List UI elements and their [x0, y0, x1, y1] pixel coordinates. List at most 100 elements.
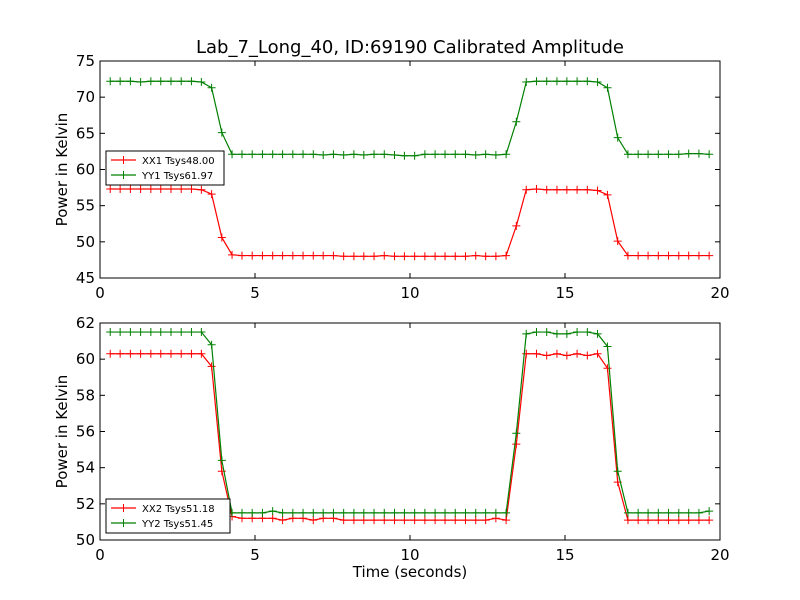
data-point: [329, 150, 338, 159]
data-point: [684, 251, 693, 260]
data-point: [390, 151, 399, 160]
y-tick-label: 50: [76, 233, 95, 251]
y-tick-label: 52: [76, 495, 95, 513]
data-point: [593, 349, 602, 358]
legend-box: [105, 150, 225, 186]
data-point: [674, 516, 683, 525]
data-point: [573, 185, 582, 194]
data-point: [441, 150, 450, 159]
chart-title: Lab_7_Long_40, ID:69190 Calibrated Ampli…: [196, 37, 624, 58]
data-point: [278, 516, 287, 525]
data-point: [451, 150, 460, 159]
data-point: [512, 429, 521, 438]
data-point: [400, 508, 409, 517]
x-tick-label: 10: [400, 546, 419, 564]
data-point: [552, 349, 561, 358]
data-point: [248, 251, 257, 260]
data-point: [380, 150, 389, 159]
data-point: [258, 251, 267, 260]
data-point: [166, 185, 175, 194]
series-group: [106, 77, 714, 261]
series-line-yy2: [110, 331, 710, 514]
legend-entry-label: XX1 Tsys48.00: [142, 156, 215, 167]
data-point: [593, 77, 602, 86]
data-point: [299, 150, 308, 159]
legend-entry-label: YY2 Tsys51.45: [141, 519, 213, 530]
data-point: [166, 77, 175, 86]
data-point: [207, 190, 216, 199]
data-point: [573, 328, 582, 337]
data-point: [674, 150, 683, 159]
x-tick-label: 0: [95, 284, 105, 302]
data-point: [400, 252, 409, 261]
data-point: [177, 77, 186, 86]
x-tick-label: 15: [555, 284, 574, 302]
data-point: [410, 516, 419, 525]
data-point: [370, 508, 379, 517]
data-point: [146, 349, 155, 358]
x-tick-label: 0: [95, 546, 105, 564]
data-point: [542, 328, 551, 337]
data-point: [339, 508, 348, 517]
data-point: [278, 508, 287, 517]
data-point: [207, 362, 216, 371]
data-point: [197, 328, 206, 337]
data-point: [106, 349, 115, 358]
data-point: [359, 516, 368, 525]
data-point: [522, 329, 531, 338]
data-point: [471, 251, 480, 260]
data-point: [228, 150, 237, 159]
data-point: [106, 328, 115, 337]
data-point: [441, 516, 450, 525]
legend: XX1 Tsys48.00 YY1 Tsys61.97: [105, 150, 225, 186]
data-point: [654, 251, 663, 260]
series-group: [106, 328, 714, 525]
y-tick-label: 60: [76, 350, 95, 368]
x-tick-label: 5: [250, 546, 260, 564]
data-point: [136, 77, 145, 86]
data-point: [400, 151, 409, 160]
data-point: [491, 252, 500, 261]
data-point: [684, 149, 693, 158]
data-point: [461, 150, 470, 159]
data-point: [359, 151, 368, 160]
data-point: [502, 150, 511, 159]
data-point: [136, 328, 145, 337]
data-point: [268, 150, 277, 159]
data-point: [512, 221, 521, 230]
data-point: [400, 516, 409, 525]
data-point: [562, 351, 571, 360]
data-point: [106, 185, 115, 194]
data-point: [106, 77, 115, 86]
data-point: [319, 151, 328, 160]
data-point: [532, 185, 541, 194]
data-point: [562, 329, 571, 338]
data-point: [664, 508, 673, 517]
data-point: [431, 252, 440, 261]
data-point: [187, 77, 196, 86]
data-point: [431, 150, 440, 159]
data-point: [552, 185, 561, 194]
data-point: [583, 77, 592, 86]
legend-marker: [119, 171, 128, 179]
data-point: [126, 328, 135, 337]
data-point: [268, 507, 277, 516]
data-point: [309, 251, 318, 260]
data-point: [552, 329, 561, 338]
data-point: [237, 150, 246, 159]
data-point: [603, 342, 612, 351]
data-point: [593, 329, 602, 338]
data-point: [197, 185, 206, 194]
data-point: [166, 328, 175, 337]
data-point: [370, 252, 379, 261]
data-point: [217, 233, 226, 242]
data-point: [603, 364, 612, 373]
data-point: [471, 516, 480, 525]
y-axis-label: Power in Kelvin: [53, 113, 71, 227]
data-point: [329, 508, 338, 517]
data-point: [583, 351, 592, 360]
data-point: [420, 508, 429, 517]
x-tick-label: 10: [400, 284, 419, 302]
